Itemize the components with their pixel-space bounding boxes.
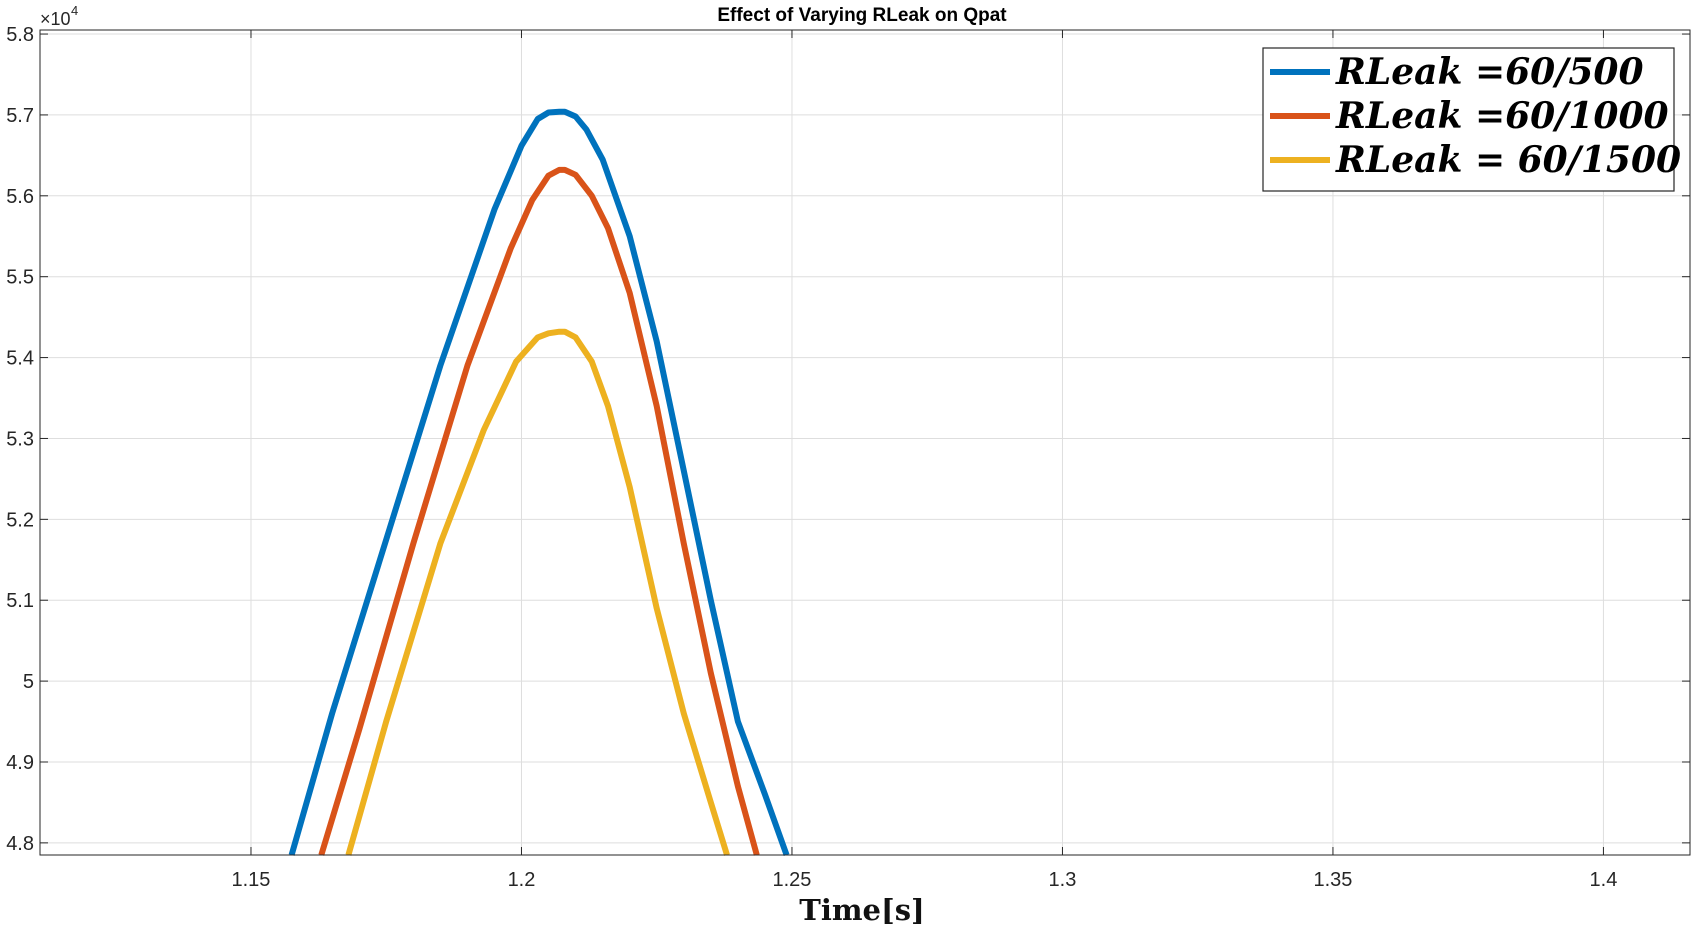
- grid-lines: [40, 30, 1690, 855]
- y-tick-label: 5.8: [6, 24, 34, 46]
- y-tick-label: 5.5: [6, 267, 34, 289]
- y-exponent-power: 4: [71, 3, 78, 18]
- y-tick-label: 5.4: [6, 348, 34, 370]
- y-tick-label: 4.8: [6, 833, 34, 855]
- axis-ticks: 1.15 1.2 1.25 1.3 1.35 1.4 4.8 4.9 5 5.1 5.2 5.3 5.4…: [6, 24, 1690, 891]
- y-tick-label: 5.7: [6, 105, 34, 127]
- x-tick-label: 1.4: [1590, 869, 1618, 891]
- legend-label: RLeak =60/500: [1335, 51, 1644, 93]
- series-line-3: [345, 328, 730, 856]
- y-tick-label: 4.9: [6, 752, 34, 774]
- y-tick-label: 5.1: [6, 590, 34, 612]
- legend-label: RLeak =60/1000: [1335, 95, 1669, 137]
- series-line-2: [318, 166, 760, 856]
- y-tick-label: 5: [23, 671, 34, 693]
- x-tick-label: 1.35: [1313, 869, 1352, 891]
- x-tick-label: 1.3: [1049, 869, 1077, 891]
- plot-frame: [39, 29, 1691, 856]
- y-exponent-base: ×10: [40, 9, 71, 29]
- x-tick-label: 1.2: [508, 869, 536, 891]
- x-tick-label: 1.25: [772, 869, 811, 891]
- legend-box: [1262, 47, 1675, 192]
- x-axis-label: Time[s]: [799, 893, 925, 927]
- series-line-1: [288, 108, 790, 857]
- y-tick-label: 5.3: [6, 428, 34, 450]
- legend-label: RLeak = 60/1500: [1335, 139, 1681, 181]
- y-tick-label: 5.2: [6, 509, 34, 531]
- x-tick-label: 1.15: [232, 869, 271, 891]
- series-lines: [288, 108, 790, 857]
- chart-title: Effect of Varying RLeak on Qpat: [717, 5, 1007, 26]
- y-tick-label: 5.6: [6, 186, 34, 208]
